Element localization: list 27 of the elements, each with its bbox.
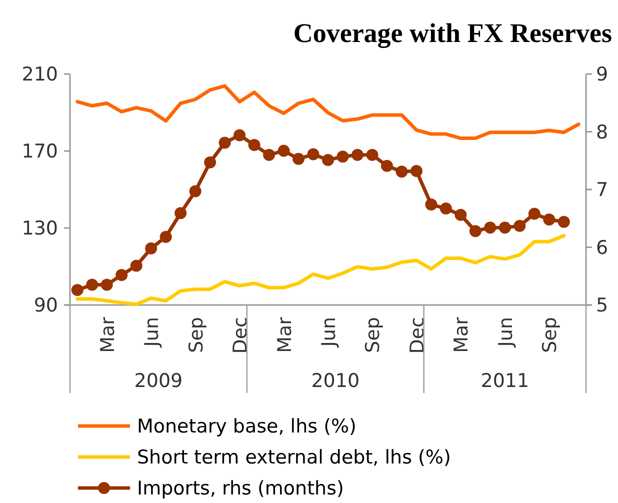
y-tick-label: 170 [22,140,58,163]
x-tick-label: Mar [96,316,119,353]
x-tick-label: Sep [362,317,384,353]
y-tick-label: 90 [34,294,58,317]
text: 2010 [311,370,360,392]
text: 2011 [480,370,530,392]
x-tick-label: Jun [318,317,340,348]
x-tick-label: Jun [494,317,517,348]
text: 2009 [134,370,183,392]
y-tick-label: 130 [22,218,58,240]
y2-tick-label: 5 [596,294,608,317]
x-tick-label: Mar [274,316,296,353]
x-tick-label: Dec [406,317,428,354]
legend-label: Imports, rhs (months) [137,478,344,500]
x-tick-label: Mar [450,316,473,353]
legend-label: Monetary base, lhs (%) [137,416,356,438]
y2-tick-label: 6 [596,236,608,259]
chart-title: Coverage with FX Reserves [293,18,612,48]
y2-tick-label: 9 [596,64,608,86]
y2-tick-label: 7 [596,179,608,202]
x-tick-label: Sep [185,317,208,353]
x-tick-label: Dec [230,317,252,354]
x-tick-label: Sep [539,317,562,353]
x-tick-label: Jun [141,317,164,348]
y2-tick-label: 8 [596,121,608,144]
legend-label: Short term external debt, lhs (%) [137,446,451,469]
y-tick-label: 210 [22,64,58,86]
